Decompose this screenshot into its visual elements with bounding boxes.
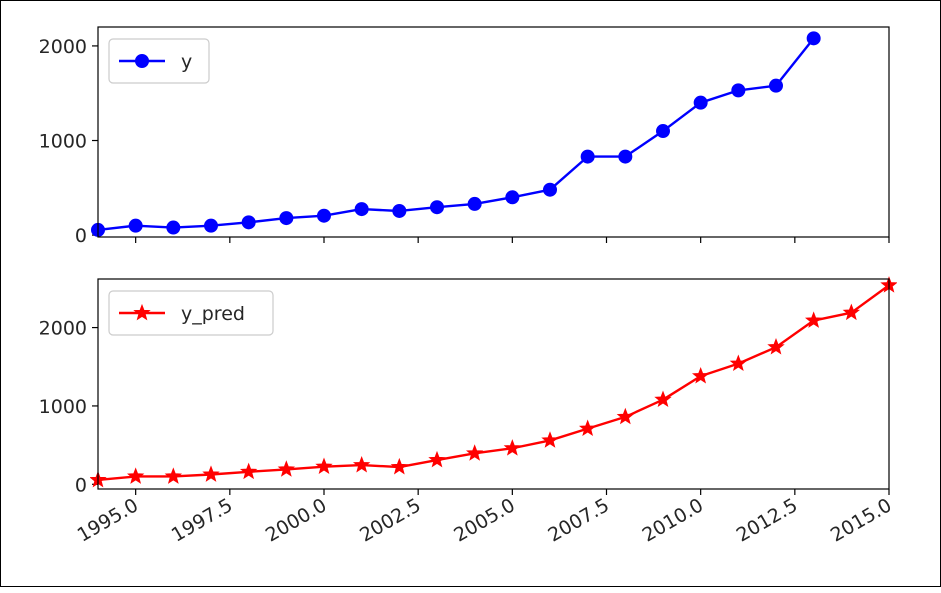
data-point-marker — [729, 354, 748, 372]
data-point-marker — [430, 200, 444, 215]
data-point-marker — [543, 182, 557, 197]
data-point-marker — [541, 431, 559, 448]
data-point-marker — [317, 208, 331, 223]
legend-marker-swatch — [135, 54, 149, 68]
data-point-marker — [390, 457, 409, 475]
data-point-marker — [277, 460, 296, 477]
data-point-marker — [505, 190, 520, 205]
x-tick-label: 2007.5 — [544, 494, 613, 546]
data-point-marker — [616, 407, 635, 425]
data-point-marker — [804, 311, 823, 328]
x-tick-label: 2005.0 — [450, 494, 519, 546]
legend-label: y_pred — [181, 303, 245, 325]
data-point-marker — [164, 467, 183, 484]
data-point-marker — [352, 455, 371, 473]
x-tick-label: 2015.0 — [827, 494, 896, 546]
x-tick-label: 2000.0 — [262, 494, 331, 546]
data-point-marker — [241, 215, 256, 230]
data-point-marker — [769, 78, 783, 93]
data-point-marker — [654, 390, 672, 408]
data-point-marker — [392, 203, 407, 218]
data-point-marker — [806, 31, 821, 46]
legend: y_pred — [108, 290, 274, 336]
top-chart-panel: 0 1000 2000 y — [39, 26, 890, 247]
data-point-marker — [503, 439, 522, 456]
x-tick-label: 1997.5 — [168, 494, 237, 546]
plot-area-frame — [97, 278, 890, 490]
legend-marker-swatch — [133, 303, 151, 321]
x-tick-label: 2002.5 — [356, 494, 425, 546]
y-tick-label: 1000 — [39, 131, 87, 153]
data-point-marker — [618, 149, 633, 164]
series-y_pred — [90, 276, 897, 488]
y-tick-label: 0 — [75, 474, 87, 496]
y-tick-label: 2000 — [39, 36, 87, 58]
data-point-marker — [767, 338, 785, 355]
data-point-marker — [578, 419, 597, 437]
legend-box — [108, 290, 274, 336]
data-point-marker — [731, 83, 746, 98]
y-tick-label: 2000 — [39, 318, 87, 340]
y-tick-label: 0 — [75, 225, 87, 247]
data-point-marker — [126, 467, 145, 484]
x-tick-label: 2010.0 — [639, 494, 708, 546]
data-point-marker — [166, 220, 181, 235]
data-point-marker — [842, 303, 861, 321]
data-point-marker — [279, 211, 294, 226]
data-point-marker — [354, 202, 369, 217]
legend: y — [108, 38, 210, 84]
data-point-marker — [656, 124, 670, 139]
data-point-marker — [128, 218, 143, 233]
data-point-marker — [693, 95, 708, 110]
bottom-chart-panel: 0 1000 2000 1995.0 1997.5 2000.0 2002.5 2005.0 2… — [39, 276, 897, 547]
data-point-marker — [428, 450, 446, 468]
data-point-marker — [204, 218, 218, 233]
data-point-marker — [580, 149, 595, 164]
y-tick-label: 1000 — [39, 396, 87, 418]
x-tick-label: 1995.0 — [74, 494, 143, 546]
data-point-marker — [202, 465, 220, 482]
legend-label: y — [181, 51, 192, 73]
plot-area-frame — [97, 26, 890, 238]
data-point-marker — [691, 367, 710, 384]
data-point-marker — [467, 196, 482, 211]
series-y — [91, 31, 821, 237]
data-point-marker — [315, 457, 333, 475]
series-line — [97, 284, 890, 482]
data-point-marker — [239, 462, 258, 480]
x-tick-label: 2012.5 — [733, 494, 802, 546]
data-point-marker — [465, 444, 484, 461]
